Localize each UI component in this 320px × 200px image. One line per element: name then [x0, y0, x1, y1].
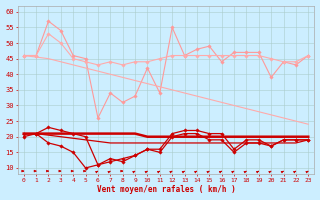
X-axis label: Vent moyen/en rafales ( km/h ): Vent moyen/en rafales ( km/h ) — [97, 185, 236, 194]
